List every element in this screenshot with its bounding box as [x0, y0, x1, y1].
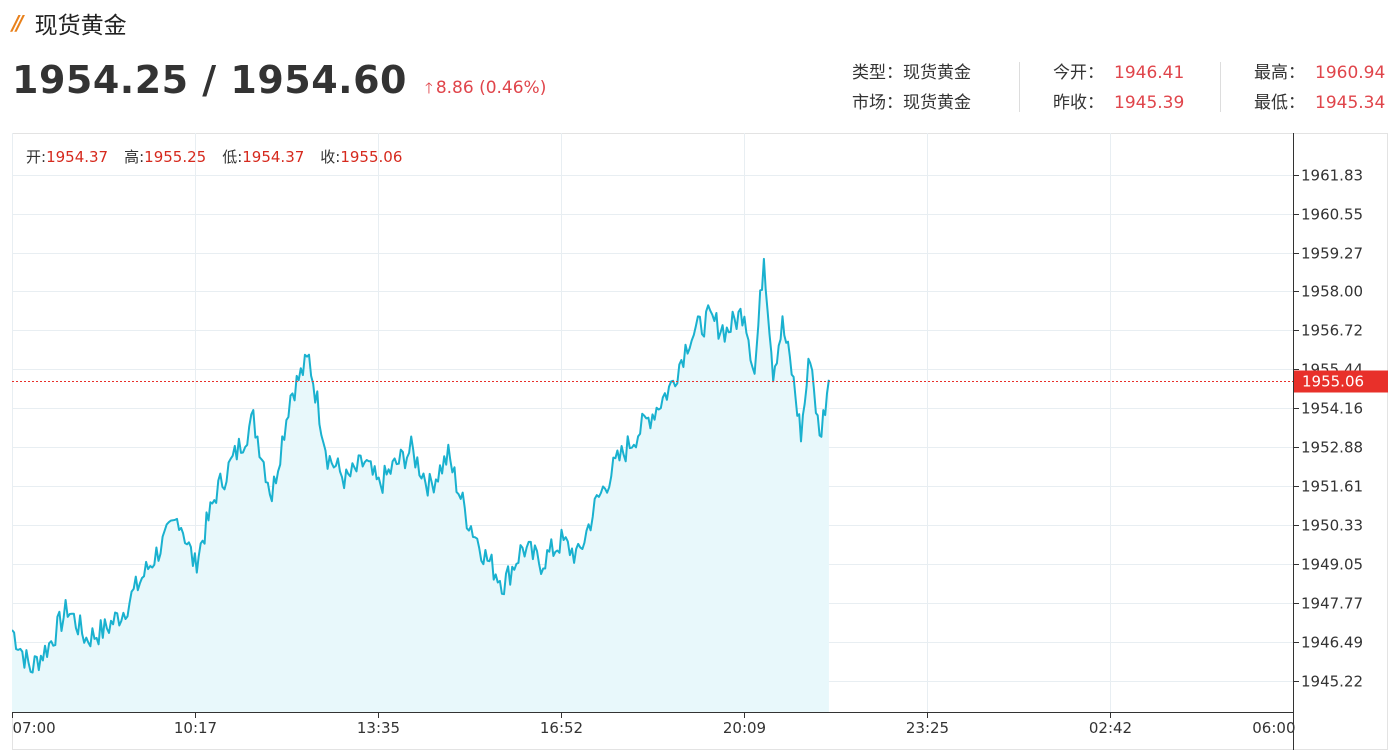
- current-price-label: 1955.06: [1302, 373, 1364, 391]
- y-tick-label: 1947.77: [1301, 595, 1363, 613]
- x-tick-label: 06:00: [1252, 719, 1295, 737]
- title-row: // 现货黄金: [12, 6, 127, 40]
- ohlc-open-label: 开:: [26, 148, 47, 166]
- ohlc-low-value: 1954.37: [242, 148, 305, 166]
- ohlc-open-value: 1954.37: [46, 148, 109, 166]
- low-value: 1945.34: [1315, 93, 1386, 113]
- series-line: [11, 257, 830, 674]
- x-tick-label: 10:17: [174, 719, 217, 737]
- bid-ask-price: 1954.25 / 1954.60: [12, 58, 407, 102]
- type-value: 现货黄金: [903, 63, 971, 83]
- x-tick-label: 13:35: [357, 719, 400, 737]
- y-tick-label: 1952.88: [1301, 439, 1363, 457]
- prev-close-label: 昨收：: [1053, 93, 1104, 113]
- x-tick-label: 02:42: [1089, 719, 1132, 737]
- x-tick-label: 16:52: [540, 719, 583, 737]
- page-title: 现货黄金: [34, 13, 127, 39]
- open-value: 1946.41: [1114, 63, 1185, 83]
- ohlc-readout: 开:1954.37 高:1955.25 低:1954.37 收:1955.06: [26, 146, 418, 167]
- y-tick-label: 1956.72: [1301, 322, 1363, 340]
- y-tick-label: 1950.33: [1301, 517, 1363, 535]
- info-divider: [1019, 62, 1020, 112]
- y-tick-label: 1946.49: [1301, 634, 1363, 652]
- y-tick-label: 1959.27: [1301, 245, 1363, 263]
- current-price-badge: [1294, 370, 1388, 393]
- info-open-prev: 今开： 1946.41 昨收： 1945.39: [1053, 58, 1184, 118]
- y-tick-label: 1954.16: [1301, 400, 1363, 418]
- y-tick-label: 1958.00: [1301, 283, 1363, 301]
- y-tick-label: 1960.55: [1301, 206, 1363, 224]
- ohlc-high-label: 高:: [124, 148, 145, 166]
- price-change-value: 8.86 (0.46%): [435, 78, 547, 98]
- ohlc-close-label: 收:: [320, 148, 341, 166]
- y-tick-label: 1961.83: [1301, 167, 1363, 185]
- prev-close-value: 1945.39: [1114, 93, 1185, 113]
- y-tick-label: 1945.22: [1301, 673, 1363, 691]
- x-tick-label: 07:00: [13, 719, 56, 737]
- ohlc-low-label: 低:: [222, 148, 243, 166]
- type-label: 类型：: [852, 63, 903, 83]
- price-change: 🡑 8.86 (0.46%): [425, 78, 546, 103]
- market-value: 现货黄金: [903, 93, 971, 113]
- price-row: 1954.25 / 1954.60 🡑 8.86 (0.46%): [12, 58, 546, 103]
- chart-svg[interactable]: 1961.83 1960.55 1959.27 1958.00 1956.72 1955.…: [11, 133, 1388, 750]
- y-tick-label: 1949.05: [1301, 556, 1363, 574]
- info-high-low: 最高： 1960.94 最低： 1945.34: [1254, 58, 1385, 118]
- ohlc-close-value: 1955.06: [340, 148, 403, 166]
- market-label: 市场：: [852, 93, 903, 113]
- open-label: 今开：: [1053, 63, 1104, 83]
- low-label: 最低：: [1254, 93, 1305, 113]
- high-value: 1960.94: [1315, 63, 1386, 83]
- price-chart[interactable]: 1961.83 1960.55 1959.27 1958.00 1956.72 1955.…: [11, 133, 1388, 750]
- arrow-up-icon: 🡑: [425, 79, 433, 97]
- info-type-market: 类型：现货黄金 市场：现货黄金: [852, 58, 971, 118]
- title-mark-icon: //: [12, 11, 23, 35]
- info-divider: [1220, 62, 1221, 112]
- high-label: 最高：: [1254, 63, 1305, 83]
- series-area: [12, 258, 829, 712]
- ohlc-high-value: 1955.25: [144, 148, 207, 166]
- x-tick-label: 23:25: [906, 719, 949, 737]
- x-tick-label: 20:09: [723, 719, 766, 737]
- y-tick-label: 1951.61: [1301, 478, 1363, 496]
